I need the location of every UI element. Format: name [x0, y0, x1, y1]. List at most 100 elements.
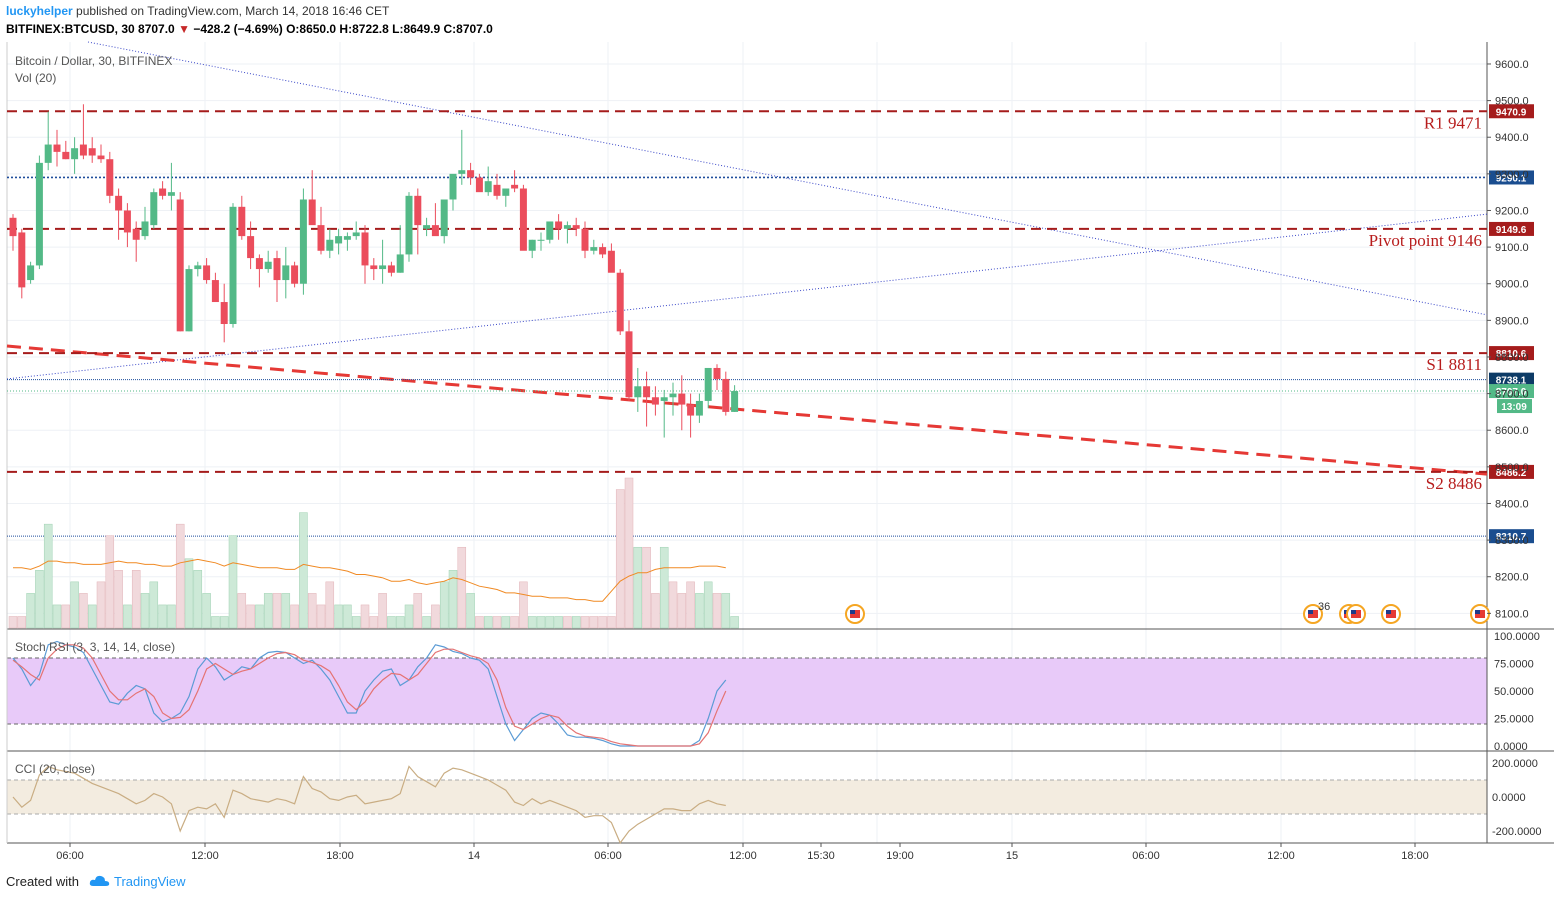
volume-ma-line: [13, 558, 726, 602]
price-axis-label: 9400.0: [1495, 132, 1529, 144]
author-link[interactable]: luckyhelper: [6, 4, 73, 18]
last-price-text: 8707.0: [1496, 387, 1527, 398]
candle-body: [572, 225, 580, 229]
candle-body: [546, 221, 554, 240]
volume-bar: [439, 581, 449, 629]
candle-body: [255, 258, 263, 270]
volume-bar: [730, 616, 739, 629]
volume-bar: [26, 593, 35, 629]
candle-body: [669, 393, 677, 398]
candle-body: [484, 181, 492, 193]
volume-bar: [299, 512, 308, 629]
volume-bar: [369, 616, 379, 629]
volume-bar: [448, 570, 458, 629]
volume-bar: [668, 581, 678, 629]
candle-body: [150, 192, 158, 226]
economic-event-flag-icon[interactable]: [845, 604, 865, 624]
candle-body: [62, 151, 70, 160]
price-axis-label: 8300.0: [1495, 535, 1529, 547]
candle-body: [687, 404, 695, 416]
candle-body: [643, 386, 651, 398]
economic-event-flag-icon[interactable]: [1346, 604, 1366, 624]
stoch-pane-label: Stoch RSI (3, 3, 14, 14, close): [15, 640, 175, 654]
candle-body: [590, 247, 598, 251]
volume-bar: [686, 581, 695, 629]
volume-bar: [343, 604, 352, 629]
volume-bar: [510, 616, 519, 629]
hline-tag-text: 8310.7: [1496, 532, 1527, 543]
volume-bar: [721, 593, 731, 629]
cci-axis-label: 0.0000: [1492, 792, 1526, 804]
candle-body: [211, 280, 219, 303]
volume-bar: [413, 593, 423, 629]
pivot-level-tag: [1489, 464, 1534, 479]
trendline-ascending: [6, 213, 1488, 380]
candle-body: [651, 397, 659, 405]
volume-bar: [360, 604, 370, 629]
volume-bar: [712, 593, 722, 629]
price-axis-label: 9200.0: [1495, 205, 1529, 217]
volume-bar: [545, 616, 555, 629]
candle-body: [634, 386, 642, 398]
volume-bar: [140, 593, 150, 629]
cci-line: [12, 765, 726, 845]
price-axis-label: 8400.0: [1495, 498, 1529, 510]
candle-body: [722, 378, 730, 412]
price-axis-label: 9000.0: [1495, 279, 1529, 291]
volume-bar: [202, 593, 211, 629]
candle-body: [704, 367, 712, 401]
candle-body: [414, 195, 422, 226]
candle-body: [220, 302, 228, 325]
stoch-d-line: [12, 644, 727, 747]
volume-bar: [219, 616, 229, 629]
time-axis-label: 06:00: [594, 850, 622, 862]
candle-body: [115, 195, 123, 211]
volume-bar: [175, 523, 185, 629]
volume-bar: [527, 616, 537, 629]
volume-bar: [677, 593, 687, 629]
volume-bar: [457, 546, 467, 629]
time-axis-label: 18:00: [1401, 850, 1429, 862]
volume-bar: [105, 535, 115, 629]
symbol-change: −428.2 (−4.69%): [193, 22, 283, 36]
publish-date: published on TradingView.com, March 14, …: [76, 4, 390, 18]
candle-body: [519, 188, 527, 251]
candle-body: [625, 331, 633, 398]
volume-bar: [536, 616, 546, 629]
price-axis-label: 8100.0: [1495, 608, 1529, 620]
economic-event-flag-icon[interactable]: [1470, 604, 1490, 624]
candle-body: [317, 225, 325, 251]
candle-body: [79, 144, 87, 156]
stoch-k-line: [12, 640, 727, 747]
volume-bar: [158, 604, 167, 629]
time-axis-label: 14: [468, 850, 480, 862]
volume-bar: [87, 604, 97, 629]
volume-bar: [123, 604, 132, 629]
event-count: 36: [1318, 601, 1330, 613]
pivot-level-tag: [1489, 104, 1534, 119]
candle-body: [449, 173, 457, 200]
economic-event-flag-icon[interactable]: [1381, 604, 1401, 624]
volume-bar: [466, 593, 475, 629]
economic-event-flag-icon[interactable]: [1303, 604, 1323, 624]
cci-axis-label: 200.0000: [1492, 758, 1538, 770]
candle-body: [387, 265, 395, 273]
candle-body: [607, 250, 615, 273]
candle-body: [352, 232, 360, 237]
tradingview-link[interactable]: TradingView: [89, 874, 186, 889]
hline-tag: [1489, 372, 1534, 387]
candle-body: [238, 206, 246, 237]
trendline-descending: [87, 41, 1488, 316]
candle-body: [71, 148, 79, 160]
candle-body: [361, 232, 369, 266]
stoch-band: [7, 658, 1487, 724]
pivot-level-tag-text: 9470.9: [1496, 107, 1527, 118]
candle-body: [713, 367, 721, 379]
price-axis-label: 8200.0: [1495, 572, 1529, 584]
volume-bar: [395, 616, 405, 629]
candle-body: [616, 272, 624, 332]
candle-body: [141, 221, 149, 237]
stoch-axis-label: 0.0000: [1494, 741, 1528, 753]
pivot-level-tag-text: 8486.2: [1496, 468, 1527, 479]
